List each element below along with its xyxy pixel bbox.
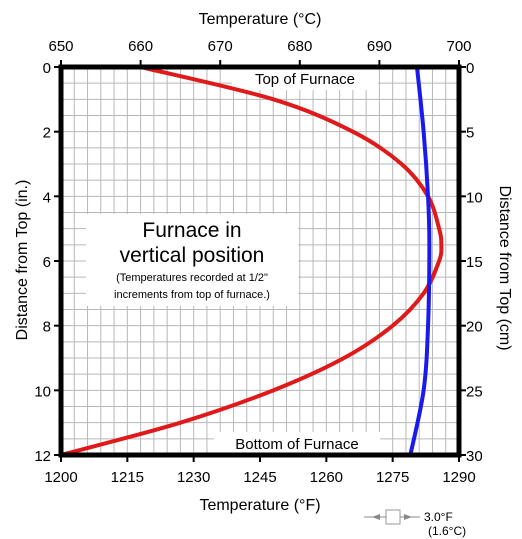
right-tick-label: 0 [466, 60, 474, 77]
right-axis-title: Distance from Top (cm) [496, 185, 513, 350]
right-tick-labels: 0 5 10 15 20 25 30 [466, 60, 483, 465]
bottom-tick-label: 1245 [243, 469, 276, 486]
top-axis-title: Temperature (°C) [199, 11, 322, 28]
note-line-2: increments from top of furnace.) [114, 289, 270, 301]
bottom-tick-label: 1290 [442, 469, 475, 486]
scale-legend-fahrenheit: 3.0°F [424, 510, 453, 524]
top-tick-label: 670 [208, 38, 233, 55]
left-tick-label: 8 [43, 319, 51, 336]
bottom-tick-label: 1230 [177, 469, 210, 486]
left-tick-label: 0 [43, 60, 51, 77]
bottom-tick-labels: 1200 1215 1230 1245 1260 1275 1290 [44, 469, 475, 486]
main-title-line-2: vertical position [120, 244, 265, 267]
bottom-tick-label: 1215 [111, 469, 144, 486]
right-tick-label: 20 [466, 319, 483, 336]
top-tick-label: 650 [48, 38, 73, 55]
bottom-of-furnace-label: Bottom of Furnace [235, 436, 358, 453]
scale-legend: 3.0°F (1.6°C) [364, 510, 466, 538]
top-tick-label: 690 [367, 38, 392, 55]
bottom-tick-label: 1275 [376, 469, 409, 486]
left-tick-label: 2 [43, 125, 51, 142]
scale-legend-arrow-left [372, 514, 380, 520]
top-tick-label: 700 [446, 38, 471, 55]
scale-legend-celsius: (1.6°C) [428, 524, 466, 538]
left-tick-label: 10 [34, 383, 51, 400]
scale-legend-box [386, 510, 400, 524]
top-tick-label: 680 [287, 38, 312, 55]
left-axis-title: Distance from Top (in.) [14, 180, 31, 341]
top-tick-label: 660 [128, 38, 153, 55]
left-tick-label: 12 [34, 448, 51, 465]
right-tick-label: 5 [466, 125, 474, 142]
right-tick-label: 30 [466, 448, 483, 465]
scale-legend-arrow-right [404, 514, 412, 520]
left-tick-label: 4 [43, 189, 51, 206]
bottom-axis-title: Temperature (°F) [199, 497, 320, 514]
top-of-furnace-label: Top of Furnace [255, 71, 355, 88]
right-tick-label: 25 [466, 383, 483, 400]
bottom-tick-label: 1200 [44, 469, 77, 486]
right-tick-label: 15 [466, 254, 483, 271]
main-title-line-1: Furnace in [142, 219, 241, 242]
note-line-1: (Temperatures recorded at 1/2" [116, 272, 268, 284]
left-tick-labels: 0 2 4 6 8 10 12 [34, 60, 51, 465]
left-tick-label: 6 [43, 254, 51, 271]
bottom-tick-label: 1260 [310, 469, 343, 486]
top-tick-labels: 650 660 670 680 690 700 [48, 38, 471, 55]
right-tick-label: 10 [466, 189, 483, 206]
